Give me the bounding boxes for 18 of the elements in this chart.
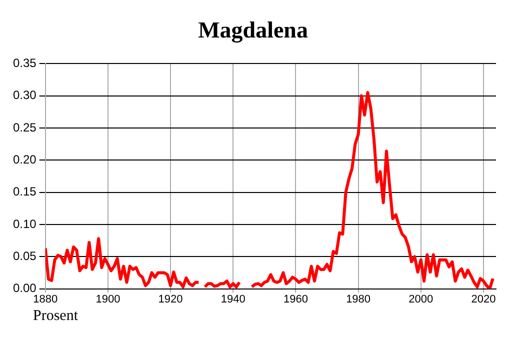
x-tick-label: 2020: [471, 293, 496, 306]
chart-title: Magdalena: [198, 18, 308, 44]
x-tick-label: 1920: [158, 293, 183, 306]
y-tick-label: 0.10: [12, 216, 37, 231]
y-tick-label: 0.05: [12, 248, 37, 263]
y-tick-label: 0.20: [12, 152, 37, 166]
y-tick-label: 0.30: [12, 88, 37, 102]
y-tick-label: 0.00: [12, 281, 37, 296]
y-tick-label: 0.25: [12, 120, 37, 134]
y-tick-label: 0.15: [12, 184, 37, 199]
x-tick-label: 1880: [33, 293, 58, 306]
x-tick-label: 2000: [408, 293, 434, 306]
x-tick-label: 1940: [220, 293, 246, 306]
x-tick-label: 1980: [346, 293, 371, 306]
text: Prosent: [33, 308, 78, 325]
x-tick-label: 1960: [283, 293, 308, 306]
x-tick-label: 1900: [96, 293, 120, 306]
y-tick-label: 0.35: [12, 56, 37, 70]
